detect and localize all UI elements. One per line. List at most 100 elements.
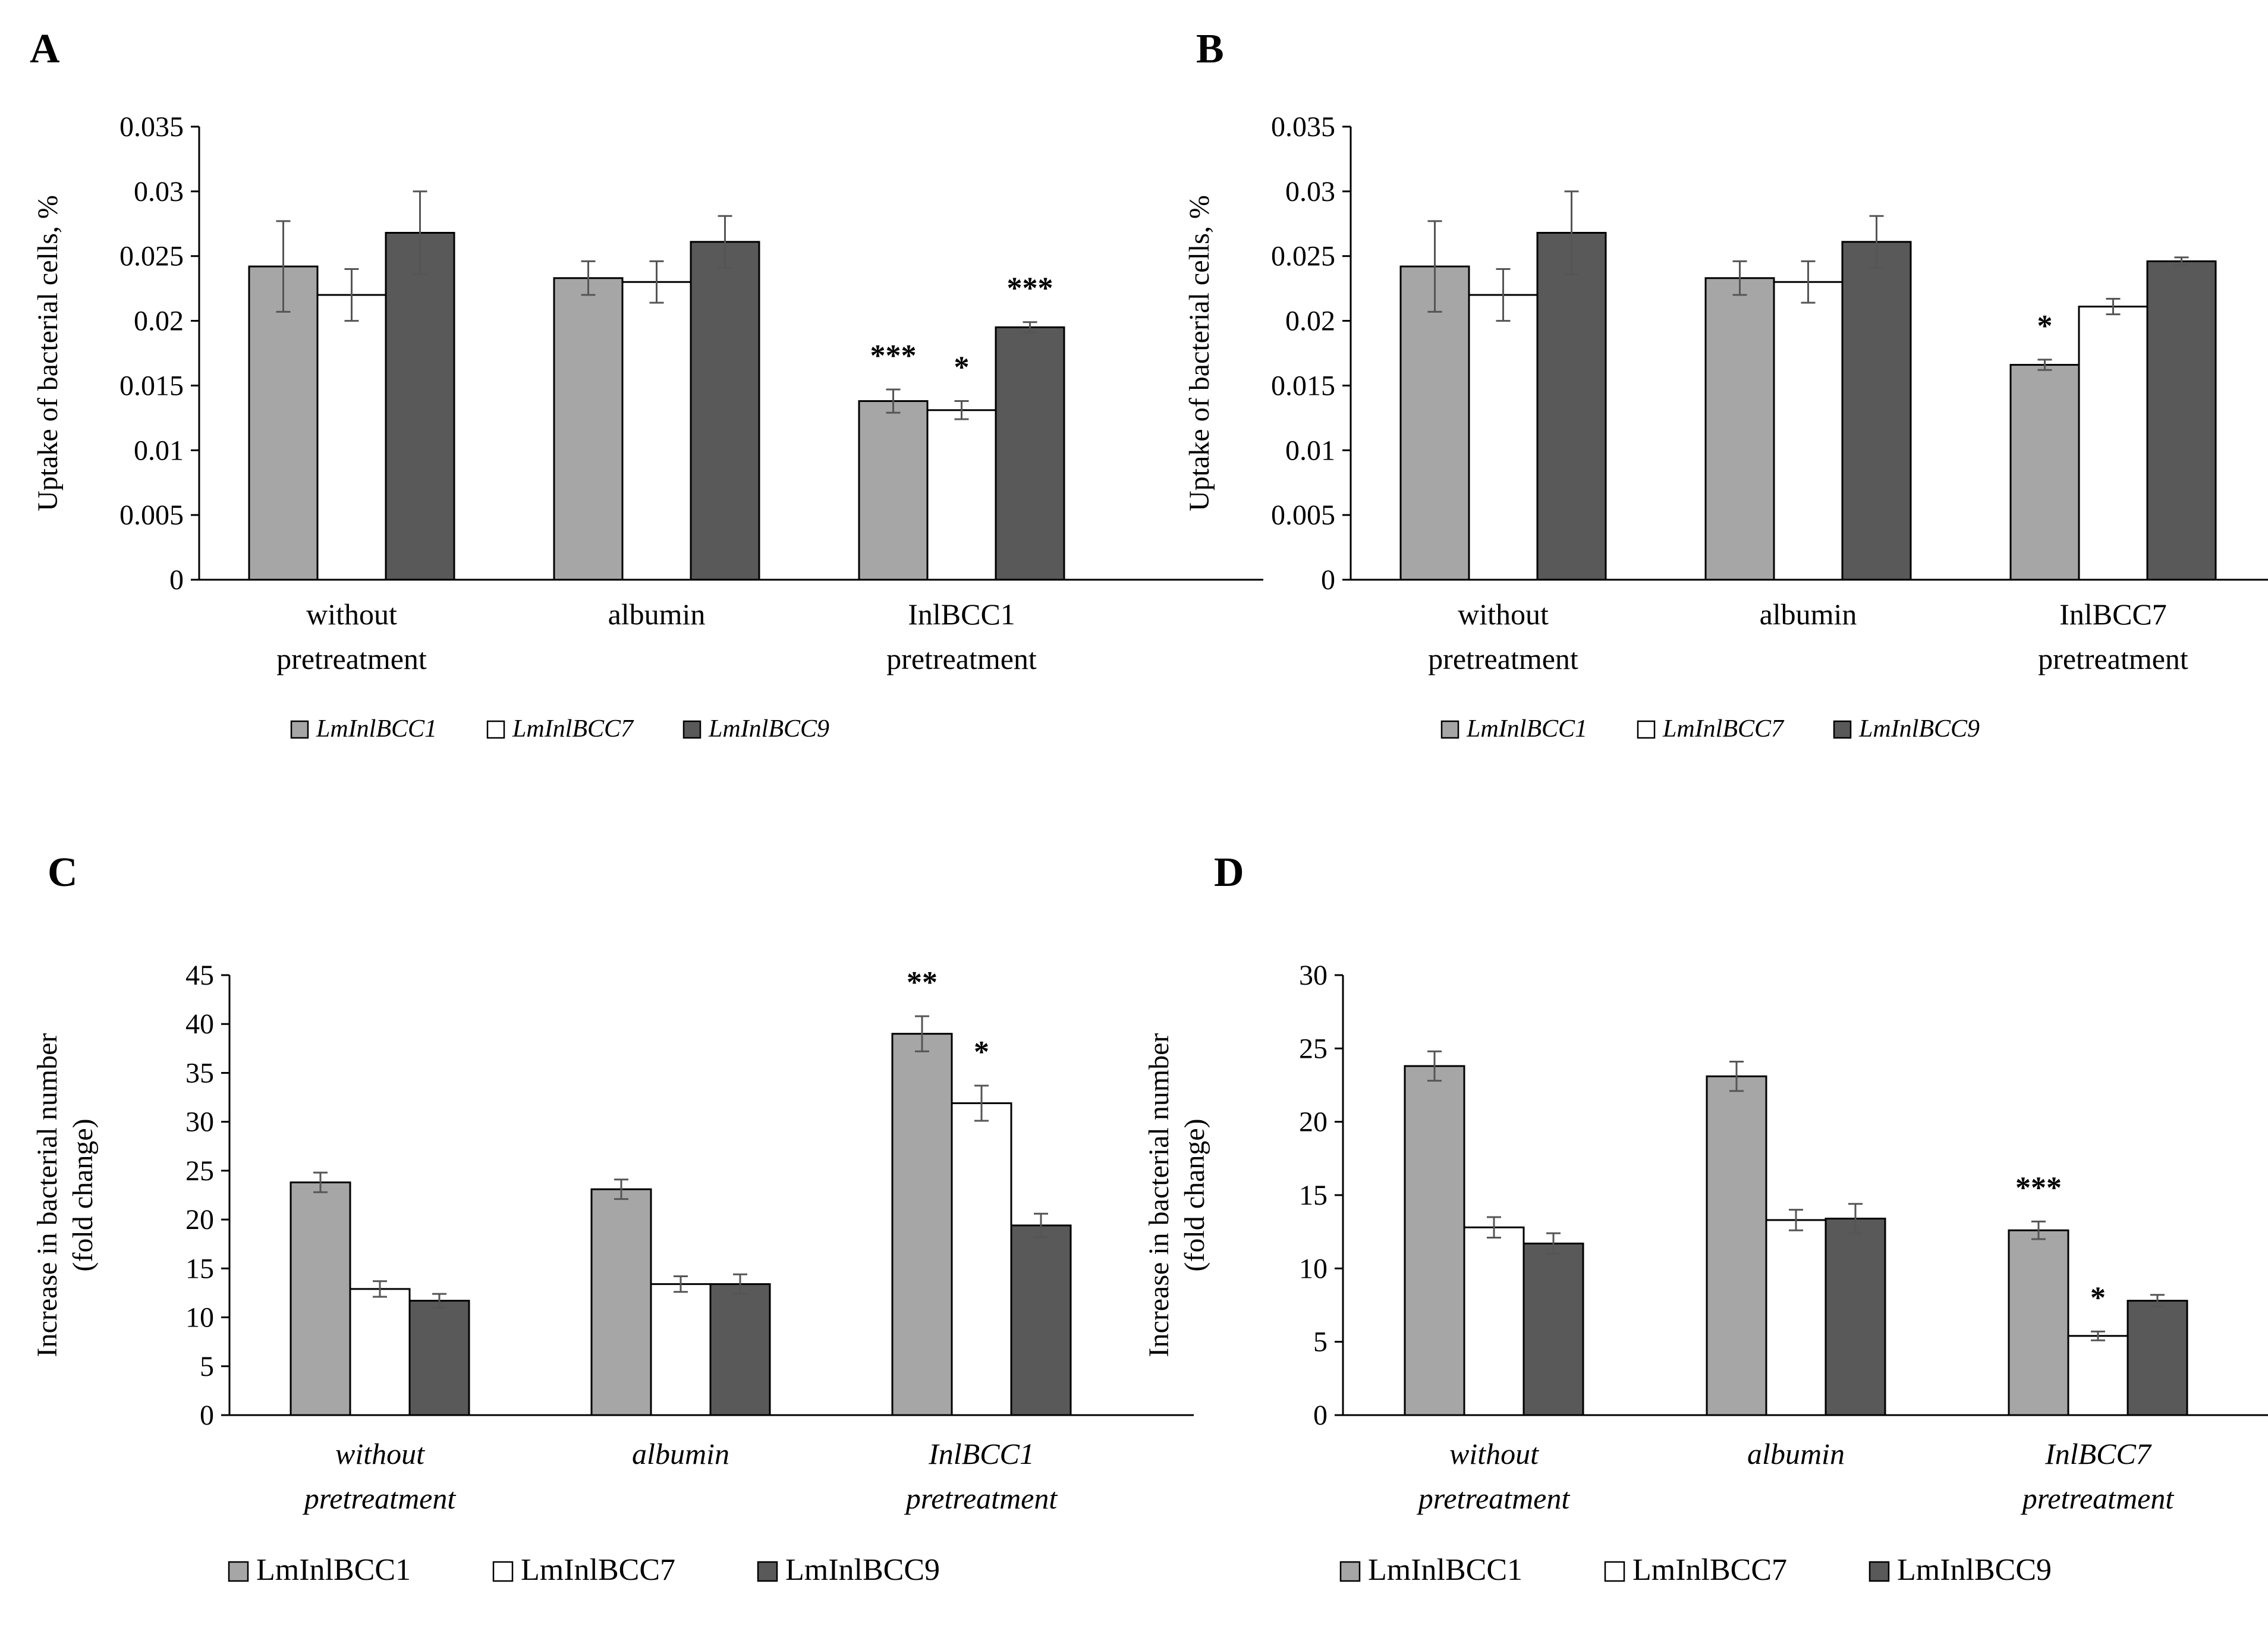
legend-label: LmInlBCC1	[1466, 715, 1587, 743]
y-tick-label: 0.005	[1271, 499, 1335, 531]
bar-lminlbcc7-1	[1773, 281, 1844, 581]
y-tick-label: 0.025	[119, 241, 184, 272]
y-tick-label: 0.03	[1285, 176, 1335, 208]
category-label-line2: pretreatment	[303, 1482, 457, 1515]
y-tick-label: 25	[185, 1155, 214, 1187]
y-tick-label: 0.015	[1271, 370, 1335, 401]
bar-lminlbcc7-2	[926, 409, 997, 581]
legend-label: LmInlBCC1	[1368, 1553, 1523, 1587]
panel-c: C 0 5 10 15 20 25 30 35 40 45 Increase in bacterial…	[32, 850, 1194, 1587]
y-axis-label-line: Uptake of bacterial cells, %	[32, 195, 64, 511]
bar-lminlbcc1-1	[553, 277, 624, 581]
bar-lminlbcc7-2	[951, 1102, 1012, 1416]
legend-swatch	[757, 1561, 778, 1582]
legend-swatch	[486, 720, 505, 739]
bar-lminlbcc7-0	[316, 294, 387, 581]
panel-letter: D	[1214, 850, 1244, 895]
legend-swatch	[1868, 1561, 1890, 1582]
category-label: without	[1458, 598, 1549, 631]
y-axis-label-line: Uptake of bacterial cells, %	[1184, 195, 1215, 511]
bar-lminlbcc7-1	[621, 281, 692, 581]
bar-lminlbcc1-1	[1706, 1075, 1767, 1416]
y-axis-label-line: Increase in bacterial number	[1143, 1033, 1175, 1357]
y-tick-label: 30	[1299, 960, 1328, 991]
y-tick-label: 0	[169, 564, 184, 596]
bar-lminlbcc1-1	[1704, 277, 1775, 581]
panel-a: A 0 0.005 0.01 0.015 0.02 0.025 0.03 0.035 Uptake…	[30, 26, 1263, 743]
bar-lminlbcc1-1	[590, 1188, 652, 1416]
y-tick-label: 0.025	[1271, 241, 1335, 272]
y-tick-label: 10	[1299, 1253, 1328, 1284]
y-axis-label-line: (fold change)	[67, 1118, 99, 1271]
bar-lminlbcc1-0	[1404, 1065, 1465, 1416]
significance-marker: **	[907, 966, 938, 999]
y-tick-label: 20	[1299, 1107, 1328, 1138]
panel-letter: A	[30, 26, 60, 72]
bar-lminlbcc9-1	[690, 241, 760, 581]
legend-swatch	[1440, 720, 1459, 739]
y-tick-label: 0.035	[119, 111, 184, 143]
bar-lminlbcc7-2	[2078, 306, 2149, 581]
legend: LmInlBCC1 LmInlBCC7 LmInlBCC9	[228, 1553, 940, 1587]
legend-label: LmInlBCC9	[708, 715, 829, 743]
y-tick-label: 10	[185, 1302, 214, 1334]
legend-swatch	[1637, 720, 1656, 739]
bar-lminlbcc7-1	[1765, 1219, 1827, 1416]
bar-lminlbcc9-0	[1523, 1242, 1584, 1416]
bar-lminlbcc1-0	[290, 1181, 351, 1416]
bar-lminlbcc1-2	[858, 400, 929, 581]
y-tick-label: 0.015	[119, 370, 184, 401]
bar-lminlbcc1-2	[2009, 364, 2080, 581]
bar-lminlbcc9-0	[1536, 232, 1607, 581]
significance-marker: *	[974, 1035, 989, 1069]
y-tick-label: 30	[185, 1107, 214, 1138]
y-tick-label: 0.02	[134, 306, 184, 337]
legend-swatch	[682, 720, 702, 739]
category-label: albumin	[1747, 1437, 1845, 1470]
category-label-line2: pretreatment	[886, 642, 1037, 675]
y-tick-label: 45	[185, 960, 214, 991]
significance-marker: ***	[870, 339, 917, 373]
panel-letter: B	[1196, 26, 1224, 72]
y-tick-label: 0.01	[1285, 435, 1335, 466]
y-axis-label-line: Increase in bacterial number	[32, 1033, 63, 1357]
bar-lminlbcc9-2	[995, 326, 1065, 581]
y-axis-label: Increase in bacterial number (fold change…	[32, 1033, 99, 1357]
category-label: InlBCC1	[928, 1437, 1034, 1470]
y-tick-label: 5	[1313, 1327, 1328, 1358]
legend-label: LmInlBCC7	[521, 1553, 675, 1587]
y-tick-label: 25	[1299, 1033, 1328, 1064]
legend-label: LmInlBCC9	[1858, 715, 1980, 743]
bar-lminlbcc9-2	[1010, 1224, 1072, 1416]
y-tick-label: 0.01	[134, 435, 184, 466]
bar-lminlbcc7-0	[1468, 294, 1539, 581]
category-label: albumin	[1760, 598, 1857, 631]
legend: LmInlBCC1 LmInlBCC7 LmInlBCC9	[1339, 1553, 2052, 1587]
category-label: without	[306, 598, 397, 631]
significance-marker: *	[954, 351, 970, 385]
legend-label: LmInlBCC7	[1662, 715, 1785, 743]
y-tick-label: 40	[185, 1008, 214, 1040]
bar-lminlbcc9-2	[2146, 260, 2217, 581]
bar-lminlbcc9-1	[709, 1283, 771, 1416]
panel-d: D 0 5 10 15 20 25 30 Increase in bacterial numbe…	[1143, 850, 2268, 1587]
legend-swatch	[1833, 720, 1852, 739]
y-tick-label: 15	[1299, 1180, 1328, 1211]
bar-lminlbcc7-1	[650, 1283, 712, 1416]
legend-swatch	[492, 1561, 514, 1582]
significance-marker: *	[2037, 309, 2053, 343]
legend-label: LmInlBCC7	[512, 715, 634, 743]
bar-lminlbcc9-1	[1825, 1217, 1886, 1416]
legend-swatch	[290, 720, 309, 739]
bar-lminlbcc1-2	[891, 1033, 953, 1416]
category-label: InlBCC7	[2044, 1437, 2152, 1470]
y-tick-label: 0.005	[119, 499, 184, 531]
y-tick-label: 20	[185, 1204, 214, 1236]
y-tick-label: 0	[200, 1400, 214, 1431]
legend-label: LmInlBCC9	[785, 1553, 940, 1587]
bar-lminlbcc7-2	[2067, 1335, 2129, 1416]
y-axis-label-line: (fold change)	[1179, 1118, 1210, 1271]
legend-label: LmInlBCC1	[256, 1553, 411, 1587]
category-label: InlBCC1	[908, 598, 1015, 631]
